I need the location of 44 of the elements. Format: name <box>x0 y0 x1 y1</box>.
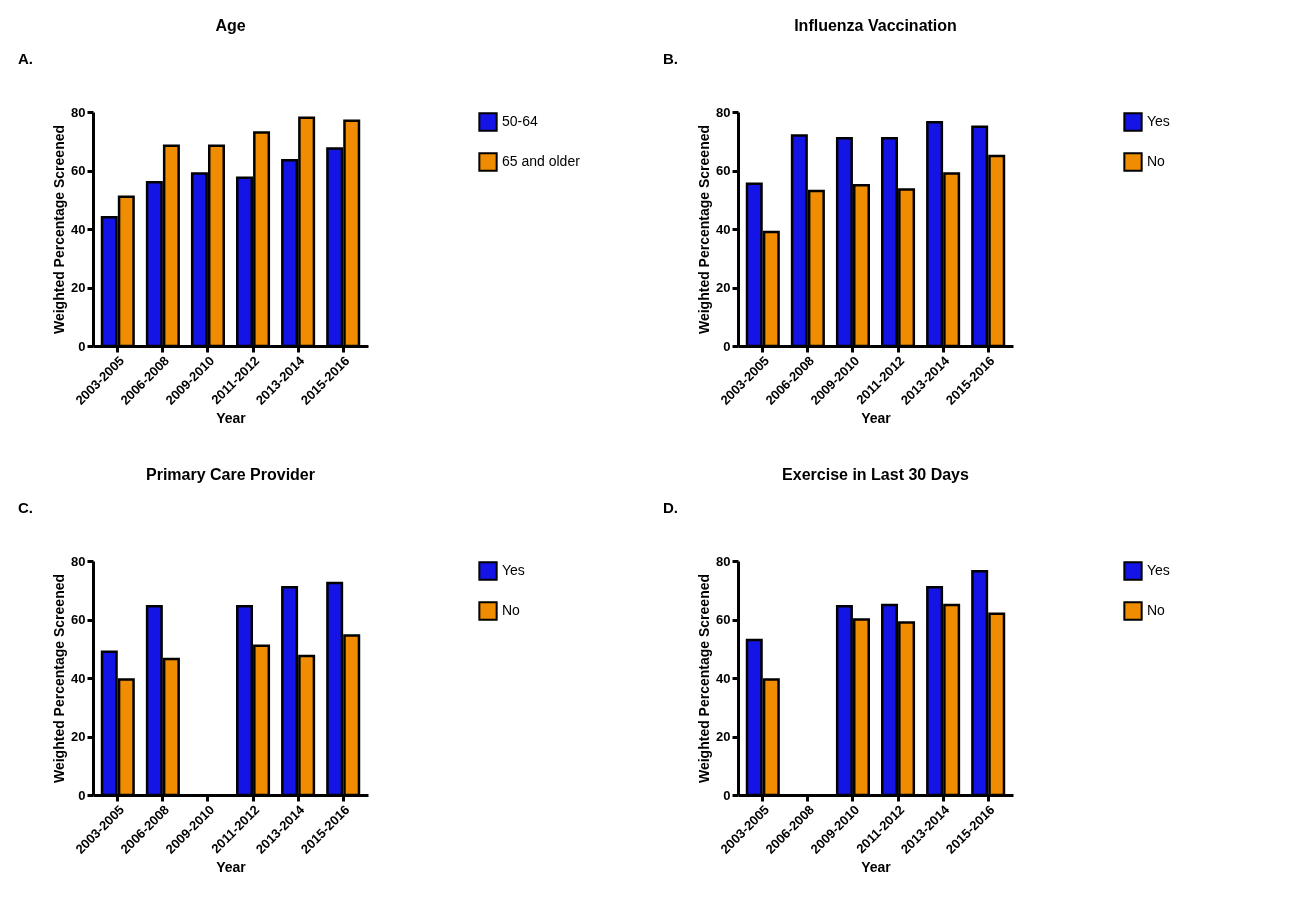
x-axis-title: Year <box>216 409 247 426</box>
chart-title: Primary Care Provider <box>146 466 315 483</box>
x-axis-title: Year <box>216 858 247 875</box>
chart-title: Exercise in Last 30 Days <box>782 466 969 483</box>
y-tick-label: 40 <box>716 221 731 237</box>
chart-title: Influenza Vaccination <box>794 17 957 34</box>
text: D. <box>663 499 678 516</box>
y-axis-title: Weighted Percentage Screened <box>51 124 68 335</box>
y-tick-label: 60 <box>716 612 731 627</box>
text: C. <box>18 499 33 516</box>
y-axis-title: Weighted Percentage Screened <box>51 573 68 784</box>
y-tick-label: 80 <box>716 553 731 569</box>
legend-label: Yes <box>1147 562 1170 578</box>
y-tick-label: 40 <box>71 221 86 237</box>
chart-title: Age <box>215 17 246 34</box>
y-tick-label: 0 <box>723 787 731 803</box>
legend-label: Yes <box>502 562 525 578</box>
legend-label: No <box>1147 602 1166 618</box>
x-axis-title: Year <box>861 858 892 875</box>
y-tick-label: 20 <box>71 729 86 744</box>
y-tick-label: 40 <box>716 670 731 686</box>
legend-label: No <box>502 602 521 618</box>
text: B. <box>663 50 678 67</box>
text: A. <box>18 50 33 67</box>
y-tick-label: 40 <box>71 670 86 686</box>
y-tick-label: 80 <box>716 104 731 120</box>
legend-label: 50-64 <box>502 113 539 129</box>
y-tick-label: 20 <box>716 729 731 744</box>
y-tick-label: 60 <box>71 612 86 627</box>
legend-label: Yes <box>1147 113 1170 129</box>
y-tick-label: 60 <box>716 163 731 178</box>
y-axis-title: Weighted Percentage Screened <box>696 573 713 784</box>
y-tick-label: 0 <box>723 338 731 354</box>
y-tick-label: 80 <box>71 104 86 120</box>
legend-label: 65 and older <box>502 153 581 169</box>
y-tick-label: 20 <box>71 280 86 295</box>
x-axis-title: Year <box>861 409 892 426</box>
y-axis-title: Weighted Percentage Screened <box>696 124 713 335</box>
y-tick-label: 80 <box>71 553 86 569</box>
y-tick-label: 60 <box>71 163 86 178</box>
legend-label: No <box>1147 153 1166 169</box>
y-tick-label: 0 <box>78 338 86 354</box>
y-tick-label: 0 <box>78 787 86 803</box>
y-tick-label: 20 <box>716 280 731 295</box>
